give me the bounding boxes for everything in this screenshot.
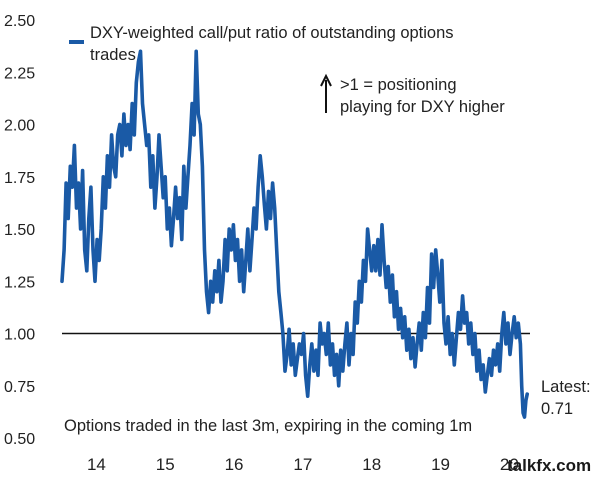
- y-tick-label: 1.75: [4, 170, 35, 187]
- latest-label: Latest:: [541, 378, 591, 396]
- y-tick-label: 0.75: [4, 379, 35, 396]
- x-tick-label: 14: [87, 455, 106, 474]
- latest-value: 0.71: [541, 400, 573, 418]
- legend: DXY-weighted call/put ratio of outstandi…: [69, 24, 454, 64]
- series-line: [60, 49, 529, 419]
- x-tick-label: 16: [225, 455, 244, 474]
- x-tick-label: 19: [431, 455, 450, 474]
- annotation-line-2: playing for DXY higher: [340, 98, 505, 116]
- legend-label-line-2: trades: [90, 46, 136, 64]
- y-axis-ticks: 2.50 2.25 2.00 1.75 1.50 1.25 1.00 0.75 0.50: [4, 13, 35, 448]
- x-tick-label: 20: [500, 455, 519, 474]
- y-tick-label: 0.50: [4, 431, 35, 448]
- up-arrow-head-icon: [320, 73, 332, 87]
- y-tick-label: 1.00: [4, 327, 35, 344]
- x-axis-ticks: 14 15 16 17 18 19 20: [87, 455, 519, 474]
- x-tick-label: 18: [362, 455, 381, 474]
- y-tick-label: 1.25: [4, 274, 35, 291]
- x-tick-label: 17: [293, 455, 312, 474]
- chart-note: Options traded in the last 3m, expiring …: [64, 417, 472, 435]
- watermark: talkfx.com: [507, 456, 591, 475]
- positioning-annotation: >1 = positioning playing for DXY higher: [320, 73, 505, 116]
- y-tick-label: 2.00: [4, 118, 35, 135]
- y-tick-label: 1.50: [4, 222, 35, 239]
- y-tick-label: 2.25: [4, 65, 35, 82]
- legend-label-line-1: DXY-weighted call/put ratio of outstandi…: [90, 24, 454, 42]
- annotation-line-1: >1 = positioning: [340, 76, 457, 94]
- x-tick-label: 15: [156, 455, 175, 474]
- y-tick-label: 2.50: [4, 13, 35, 30]
